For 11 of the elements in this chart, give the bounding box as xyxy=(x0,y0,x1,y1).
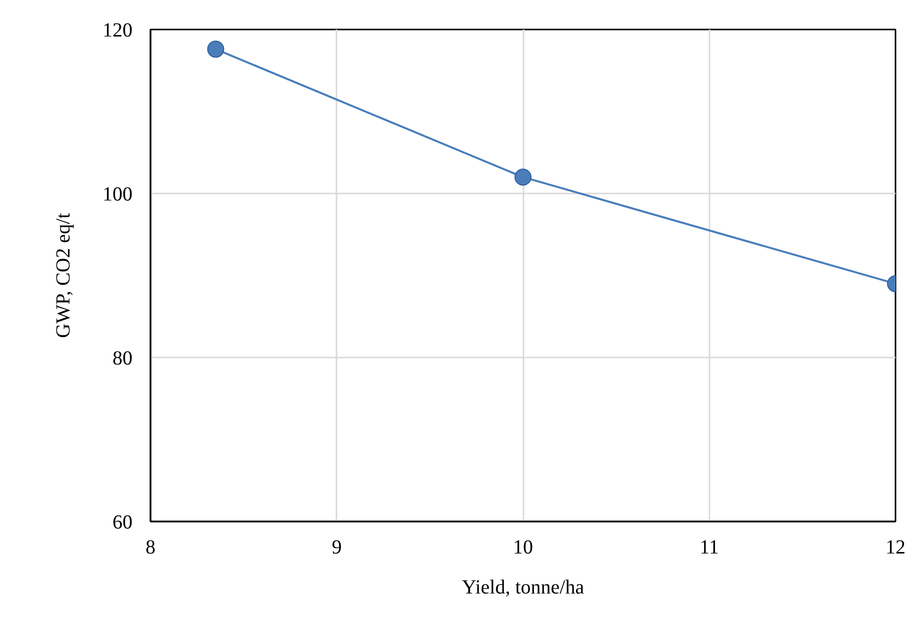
y-tick-label: 80 xyxy=(112,348,132,370)
y-tick-label: 120 xyxy=(102,20,132,42)
x-tick-label: 10 xyxy=(513,536,533,558)
y-tick-label: 60 xyxy=(112,512,132,534)
y-tick-label: 100 xyxy=(102,184,132,206)
x-tick-label: 9 xyxy=(332,536,342,558)
x-tick-label: 12 xyxy=(886,536,906,558)
x-tick-label: 11 xyxy=(700,536,719,558)
x-tick-label: 8 xyxy=(146,536,156,558)
x-axis-title: Yield, tonne/ha xyxy=(462,576,584,598)
y-axis-title: GWP, CO2 eq/t xyxy=(52,212,74,338)
